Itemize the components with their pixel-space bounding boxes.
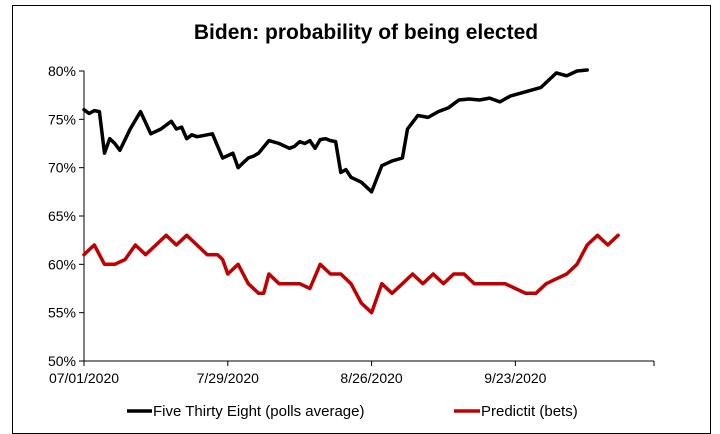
legend: Five Thirty Eight (polls average) Predict… [127, 403, 578, 420]
x-tick-label: 9/23/2020 [484, 370, 546, 386]
legend-label: Predictit (bets) [481, 403, 578, 420]
y-tick-label: 60% [48, 256, 76, 272]
axes: 50% 55% 60% 65% 70% 75% 80% 07/01/2020 7/29/2020… [48, 63, 655, 386]
series-line-predictit [82, 233, 620, 315]
y-tick-label: 75% [48, 111, 76, 127]
y-tick-label: 80% [48, 63, 76, 79]
y-tick-label: 55% [48, 305, 76, 321]
y-tick-label: 50% [48, 353, 76, 369]
legend-label: Five Thirty Eight (polls average) [153, 403, 364, 420]
x-tick-label: 07/01/2020 [49, 370, 119, 386]
series-layer [82, 68, 620, 315]
y-tick-label: 70% [48, 160, 76, 176]
series-line-fivethirtyeight [82, 68, 589, 194]
chart-border [12, 5, 711, 434]
y-tick-label: 65% [48, 208, 76, 224]
x-tick-label: 7/29/2020 [197, 370, 259, 386]
x-tick-label: 8/26/2020 [340, 370, 402, 386]
chart-title: Biden: probability of being elected [194, 21, 538, 44]
